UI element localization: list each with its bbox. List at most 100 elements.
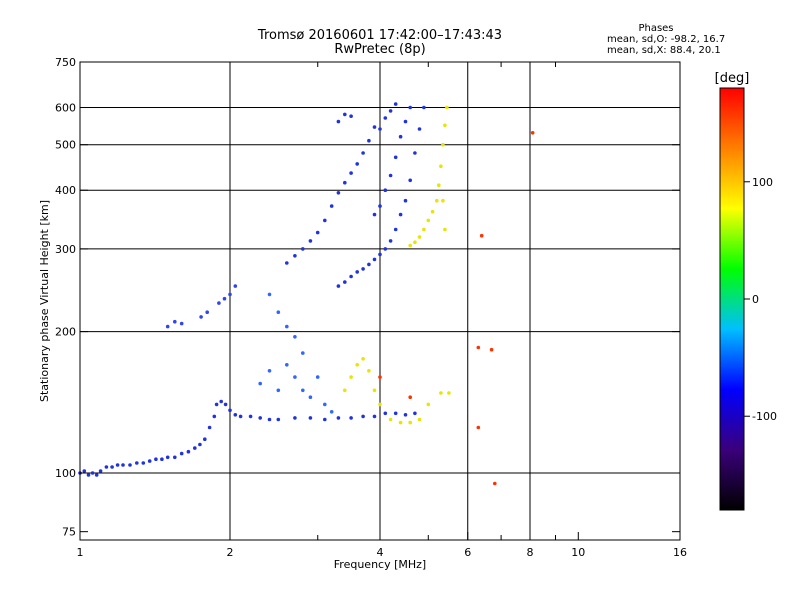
data-point <box>417 235 422 239</box>
data-point <box>173 455 177 460</box>
data-point <box>435 198 439 203</box>
colorbar-tick-label: 100 <box>752 176 773 189</box>
y-tick-label: 75 <box>62 526 76 539</box>
data-point <box>372 212 377 217</box>
data-point <box>301 388 305 393</box>
data-point <box>267 369 272 373</box>
data-point <box>489 347 494 352</box>
colorbar-label: [deg] <box>715 71 750 86</box>
data-point <box>248 414 253 419</box>
data-point <box>267 292 272 297</box>
data-point <box>476 425 481 430</box>
data-point <box>214 402 219 407</box>
data-point <box>349 114 353 118</box>
data-point <box>361 151 365 155</box>
y-tick-label: 300 <box>55 243 76 256</box>
data-point <box>372 257 377 262</box>
data-point <box>94 473 99 477</box>
data-point <box>408 420 413 425</box>
legend-line-x: mean, sd,X: 88.4, 20.1 <box>607 45 721 56</box>
data-point <box>238 414 243 419</box>
data-point <box>378 204 382 208</box>
data-point <box>372 388 377 393</box>
data-point <box>104 465 109 469</box>
data-point <box>308 416 313 420</box>
data-point <box>165 324 170 329</box>
data-point <box>443 123 447 128</box>
data-point <box>447 391 451 395</box>
data-point <box>323 417 327 422</box>
chart-title: Tromsø 20160601 17:42:00–17:43:43 <box>257 28 502 43</box>
data-points <box>78 102 535 486</box>
data-point <box>343 388 347 393</box>
data-point <box>408 243 413 248</box>
data-point <box>426 218 431 223</box>
data-point <box>349 171 353 175</box>
data-point <box>417 127 422 131</box>
data-point <box>398 134 403 139</box>
x-axis-label: Frequency [MHz] <box>334 558 426 571</box>
data-point <box>293 416 297 420</box>
data-point <box>372 125 377 129</box>
data-point <box>258 381 263 386</box>
x-tick-label: 10 <box>571 546 585 559</box>
data-point <box>355 363 360 367</box>
data-point <box>403 413 408 417</box>
data-point <box>378 402 382 407</box>
x-tick-label: 6 <box>464 546 471 559</box>
data-point <box>203 437 207 442</box>
data-point <box>276 388 281 393</box>
data-point <box>336 191 341 195</box>
data-point <box>336 416 341 420</box>
data-point <box>323 402 327 407</box>
data-point <box>378 252 382 257</box>
data-point <box>408 105 413 110</box>
data-point <box>403 198 408 203</box>
grid-lines <box>80 62 680 540</box>
data-point <box>441 142 445 147</box>
data-point <box>301 351 305 355</box>
data-point <box>128 463 132 467</box>
data-point <box>403 119 408 124</box>
data-point <box>135 461 139 465</box>
data-point <box>343 280 347 284</box>
data-point <box>378 375 382 379</box>
data-point <box>361 357 365 361</box>
data-point <box>398 420 403 425</box>
data-point <box>293 254 297 258</box>
data-point <box>276 417 281 422</box>
data-point <box>121 463 125 467</box>
data-point <box>301 247 305 251</box>
colorbar-tick-label: 0 <box>752 293 759 306</box>
data-point <box>372 414 377 419</box>
data-point <box>308 239 313 243</box>
x-tick-label: 4 <box>377 546 384 559</box>
data-point <box>219 399 223 404</box>
data-point <box>439 164 443 168</box>
data-point <box>349 274 353 279</box>
data-point <box>530 131 535 135</box>
data-point <box>367 369 371 373</box>
data-point <box>367 262 371 267</box>
data-point <box>493 481 497 486</box>
chart-subtitle: RwPretec (8p) <box>334 42 425 57</box>
data-point <box>439 391 443 395</box>
data-point <box>154 457 158 462</box>
data-point <box>293 335 297 339</box>
y-axis-label: Stationary phase Virtual Height [km] <box>38 200 51 402</box>
colorbar-ticks: 100 0 -100 <box>744 176 777 423</box>
data-point <box>205 310 209 315</box>
data-point <box>437 183 441 187</box>
data-point <box>383 411 388 416</box>
data-point <box>336 119 341 124</box>
colorbar <box>719 87 745 511</box>
y-tick-label: 500 <box>55 139 76 152</box>
data-point <box>233 413 238 417</box>
data-point <box>361 414 365 419</box>
data-point <box>217 301 221 305</box>
data-point <box>426 402 431 407</box>
data-point <box>393 227 398 232</box>
data-point <box>179 321 184 326</box>
data-point <box>276 310 281 315</box>
